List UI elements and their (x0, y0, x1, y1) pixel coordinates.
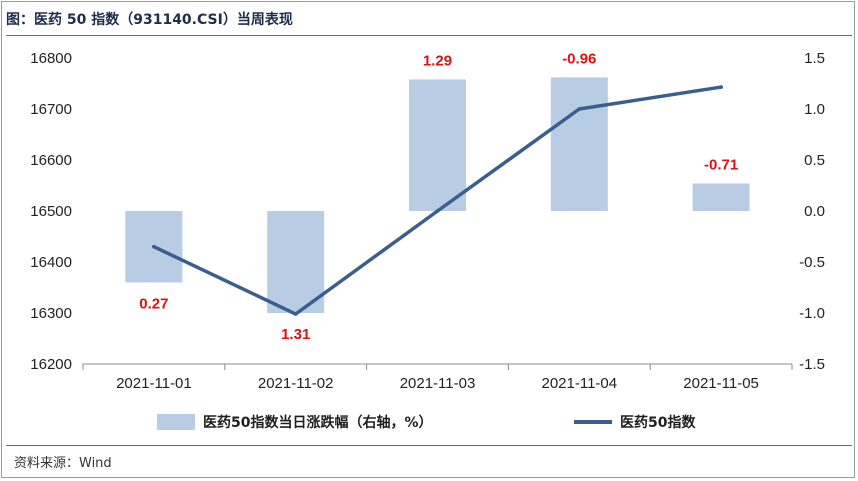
index-line-point (577, 107, 582, 111)
bar (409, 79, 466, 211)
right-axis-tick-label: -1.5 (799, 356, 825, 373)
left-axis-tick-label: 16700 (30, 101, 72, 118)
bar (692, 183, 750, 211)
x-tick-label: 2021-11-04 (541, 375, 617, 392)
title-divider (6, 35, 852, 36)
chart-title: 图：医药 50 指数（931140.CSI）当周表现 (6, 12, 293, 28)
bar (267, 211, 325, 313)
left-axis-tick-label: 16600 (30, 152, 72, 169)
data-label: 1.29 (423, 52, 452, 69)
index-line-point (152, 244, 156, 249)
data-label: 1.31 (281, 326, 310, 343)
x-tick-label: 2021-11-01 (116, 375, 192, 392)
right-axis-tick-label: -1.0 (799, 305, 825, 322)
index-line-point (719, 85, 723, 89)
x-tick-label: 2021-11-05 (683, 375, 759, 392)
legend-bar-label: 医药50指数当日涨跌幅（右轴，%） (203, 414, 433, 431)
data-label: 0.27 (139, 295, 168, 312)
left-axis-tick-label: 16200 (30, 356, 72, 373)
data-label: -0.96 (562, 50, 596, 67)
data-label: -0.71 (704, 156, 738, 173)
index-line-point (435, 209, 440, 213)
left-axis-tick-label: 16300 (30, 305, 72, 322)
left-axis-tick-label: 16500 (30, 203, 72, 220)
source-note: 资料来源：Wind (14, 456, 112, 471)
right-axis-tick-label: 0.5 (804, 152, 825, 169)
right-axis-tick-label: -0.5 (799, 254, 825, 271)
index-line-point (293, 312, 298, 316)
right-axis-tick-label: 1.5 (804, 50, 825, 67)
legend-bar-swatch (157, 414, 195, 430)
left-axis-tick-label: 16400 (30, 254, 72, 271)
legend-line-label: 医药50指数 (620, 414, 696, 431)
right-axis-tick-label: 0.0 (804, 203, 825, 220)
right-axis-tick-label: 1.0 (804, 101, 825, 118)
x-tick-label: 2021-11-02 (258, 375, 334, 392)
left-axis-tick-label: 16800 (30, 50, 72, 67)
bar (550, 77, 608, 211)
x-tick-label: 2021-11-03 (400, 375, 476, 392)
source-divider (6, 445, 852, 446)
